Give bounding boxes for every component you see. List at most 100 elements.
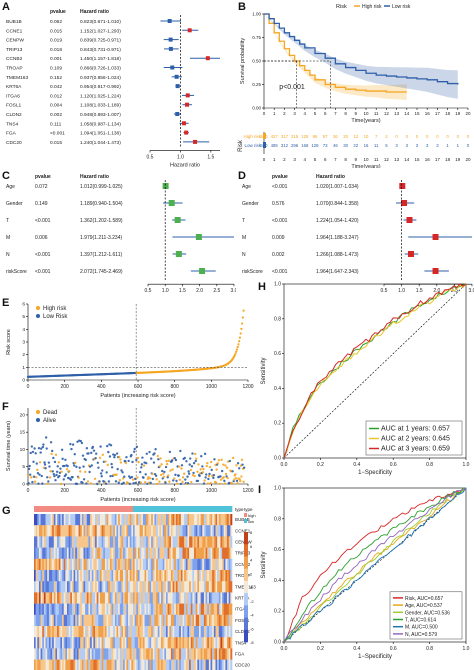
heatmap-cell xyxy=(167,614,170,627)
heatmap-cell xyxy=(179,626,182,638)
heatmap-cell xyxy=(58,581,61,593)
heatmap-cell xyxy=(57,536,60,548)
heatmap-cell xyxy=(126,592,129,604)
heatmap-cell xyxy=(230,558,233,571)
status-point xyxy=(58,474,61,478)
heatmap-cell xyxy=(144,536,147,548)
heatmap-cell xyxy=(162,570,165,582)
heatmap-cell xyxy=(182,637,185,649)
annotation-cell xyxy=(70,506,73,512)
heatmap-cell xyxy=(169,525,172,537)
heatmap-cell xyxy=(60,525,63,537)
heatmap-cell xyxy=(104,514,107,526)
annotation-cell xyxy=(195,506,198,512)
heatmap-cell xyxy=(80,570,83,582)
heatmap-cell xyxy=(144,581,147,593)
heatmap-cell xyxy=(227,592,229,604)
heatmap-cell xyxy=(86,581,89,593)
scale-tick-label: -8 xyxy=(250,640,254,645)
heatmap-cell xyxy=(136,648,139,660)
status-point xyxy=(118,455,121,459)
heatmap-cell xyxy=(189,603,192,616)
heatmap-cell xyxy=(225,525,228,537)
heatmap-cell xyxy=(205,558,208,571)
heatmap-cell xyxy=(136,558,139,571)
heatmap-cell xyxy=(149,536,152,548)
heatmap-cell xyxy=(42,603,45,616)
x-tick-label: 0.5 xyxy=(145,288,152,294)
heatmap-cell xyxy=(47,592,50,604)
diagonal-line xyxy=(283,487,467,643)
heatmap-cell xyxy=(207,648,210,660)
heatmap-cell xyxy=(166,514,168,526)
heatmap-cell xyxy=(161,525,163,537)
heatmap-cell xyxy=(157,592,160,604)
heatmap-cell xyxy=(90,581,93,593)
heatmap-cell xyxy=(147,626,150,638)
status-point xyxy=(87,452,90,455)
heatmap-cell xyxy=(142,603,145,616)
heatmap-cell xyxy=(157,626,160,638)
heatmap-cell xyxy=(48,536,51,548)
heatmap-cell xyxy=(45,614,48,627)
heatmap-cell xyxy=(95,592,97,604)
heatmap-cell xyxy=(113,525,116,537)
status-point xyxy=(159,473,163,477)
heatmap-cell xyxy=(86,536,89,548)
legend-label: Low Risk xyxy=(43,314,68,320)
risk-point xyxy=(238,336,242,339)
status-point xyxy=(60,448,64,452)
heatmap-cell xyxy=(55,637,58,649)
hr-marker xyxy=(175,251,182,257)
heatmap-cell xyxy=(50,536,53,548)
heatmap-cell xyxy=(167,603,170,616)
heatmap-cell xyxy=(98,603,101,616)
heatmap-cell xyxy=(194,659,196,670)
heatmap-cell xyxy=(109,536,112,548)
heatmap-cell xyxy=(213,659,216,670)
x-tick-label: 15 xyxy=(414,111,420,116)
heatmap-cell xyxy=(159,592,162,604)
heatmap-cell xyxy=(73,603,76,616)
heatmap-cell xyxy=(215,570,218,582)
heatmap-cell xyxy=(215,592,218,604)
heatmap-cell xyxy=(175,637,178,649)
heatmap-cell xyxy=(58,525,61,537)
heatmap-cell xyxy=(114,614,117,627)
status-point xyxy=(240,458,244,462)
annotation-cell xyxy=(174,506,177,512)
heatmap-cell xyxy=(174,648,177,660)
annotation-cell xyxy=(185,506,188,512)
heatmap-cell xyxy=(38,659,41,670)
heatmap-cell xyxy=(133,514,135,526)
hr-marker xyxy=(432,234,439,240)
risk-count: 11 xyxy=(374,143,379,148)
heatmap-cell xyxy=(70,659,73,670)
heatmap-cell xyxy=(174,614,177,627)
heatmap-cell xyxy=(197,558,200,571)
status-point xyxy=(183,456,186,460)
row-label: N xyxy=(242,252,246,258)
heatmap-cell xyxy=(103,603,106,616)
status-point xyxy=(132,450,136,453)
heatmap-cell xyxy=(35,626,38,638)
heatmap-cell xyxy=(137,603,140,616)
heatmap-cell xyxy=(133,592,135,604)
heatmap-cell xyxy=(128,614,130,627)
heatmap-cell xyxy=(213,603,216,616)
heatmap-cell xyxy=(109,581,112,593)
annotation-cell xyxy=(146,506,149,512)
status-point xyxy=(160,463,163,466)
status-point xyxy=(231,470,234,473)
heatmap-cell xyxy=(53,637,56,649)
heatmap-cell xyxy=(62,536,64,548)
heatmap-cell xyxy=(60,603,63,616)
heatmap-cell xyxy=(81,648,84,660)
status-point xyxy=(75,465,78,469)
heatmap-cell xyxy=(194,536,196,548)
heatmap-cell xyxy=(63,558,66,571)
heatmap-cell xyxy=(149,514,152,526)
status-point xyxy=(177,474,180,477)
heatmap-cell xyxy=(205,626,208,638)
heatmap-cell xyxy=(230,525,233,537)
